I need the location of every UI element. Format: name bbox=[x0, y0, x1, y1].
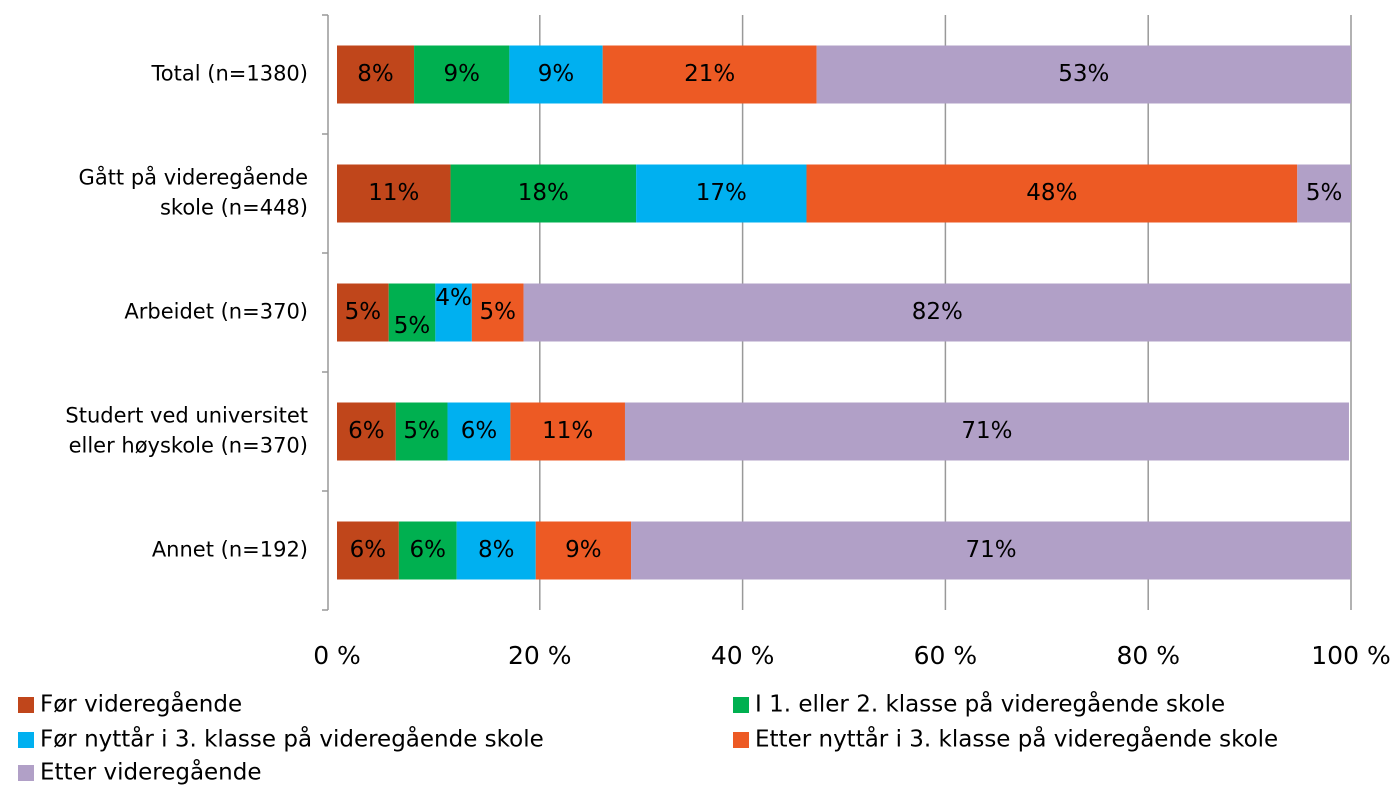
data-label: 21% bbox=[684, 61, 735, 87]
legend-label: Før videregående bbox=[40, 690, 242, 718]
legend-label: I 1. eller 2. klasse på videregående sko… bbox=[755, 690, 1225, 718]
data-label: 11% bbox=[542, 418, 593, 444]
data-label: 5% bbox=[479, 299, 516, 325]
bar-segment bbox=[337, 521, 399, 580]
y-tick-label: Total (n=1380) bbox=[151, 62, 308, 86]
bar-segment bbox=[602, 45, 817, 104]
legend-swatch bbox=[733, 697, 749, 713]
y-tick-label: Studert ved universitet eller høyskole (n… bbox=[65, 404, 308, 458]
legend-label: Etter nyttår i 3. klasse på videregående… bbox=[755, 725, 1278, 753]
bar-segment bbox=[414, 45, 510, 104]
legend-swatch bbox=[18, 732, 34, 748]
legend-swatch bbox=[18, 697, 34, 713]
data-label: 8% bbox=[357, 61, 394, 87]
y-tick-label: Gått på videregående skole (n=448) bbox=[79, 165, 308, 220]
x-tick-label: 100 % bbox=[1311, 641, 1390, 670]
data-label: 6% bbox=[461, 418, 498, 444]
y-tick-label: Arbeidet (n=370) bbox=[124, 300, 308, 324]
x-tick-label: 20 % bbox=[508, 641, 572, 670]
y-tick-label: Annet (n=192) bbox=[152, 538, 308, 562]
legend-label: Før nyttår i 3. klasse på videregående s… bbox=[40, 725, 544, 753]
x-tick-label: 80 % bbox=[1116, 641, 1180, 670]
bar-segment bbox=[337, 45, 415, 104]
bar-segment bbox=[447, 402, 511, 461]
data-label: 6% bbox=[410, 537, 447, 563]
data-label: 8% bbox=[478, 537, 515, 563]
data-label: 17% bbox=[696, 180, 747, 206]
bar-segment bbox=[523, 283, 1351, 342]
legend-swatch bbox=[18, 765, 34, 781]
data-label: 18% bbox=[518, 180, 569, 206]
data-label: 6% bbox=[350, 537, 387, 563]
bar-segment bbox=[398, 521, 457, 580]
bar-segment bbox=[456, 521, 536, 580]
data-label: 5% bbox=[1306, 180, 1343, 206]
data-label: 48% bbox=[1026, 180, 1077, 206]
data-label: 9% bbox=[565, 537, 602, 563]
data-label: 53% bbox=[1058, 61, 1109, 87]
bar-segment bbox=[816, 45, 1351, 104]
data-label: 71% bbox=[961, 418, 1012, 444]
bar-segment bbox=[395, 402, 448, 461]
bar-segment bbox=[624, 402, 1349, 461]
data-label: 6% bbox=[348, 418, 385, 444]
data-label: 4% bbox=[435, 285, 472, 311]
x-tick-label: 40 % bbox=[711, 641, 775, 670]
data-label: 5% bbox=[345, 299, 382, 325]
bar-segment bbox=[450, 164, 637, 223]
bar-segment bbox=[337, 164, 451, 223]
data-label: 71% bbox=[965, 537, 1016, 563]
x-tick-label: 60 % bbox=[914, 641, 978, 670]
bar-segment bbox=[388, 283, 436, 342]
bar-segment bbox=[806, 164, 1298, 223]
data-label: 82% bbox=[912, 299, 963, 325]
bar-segment bbox=[1297, 164, 1351, 223]
data-label: 5% bbox=[403, 418, 440, 444]
bar-segment bbox=[337, 283, 389, 342]
legend-swatch bbox=[733, 732, 749, 748]
data-label: 11% bbox=[368, 180, 419, 206]
bar-segment bbox=[631, 521, 1351, 580]
data-label: 5% bbox=[394, 313, 431, 339]
bar-segment bbox=[535, 521, 632, 580]
bar-segment bbox=[509, 45, 603, 104]
legend-label: Etter videregående bbox=[40, 758, 262, 786]
bar-segment bbox=[510, 402, 625, 461]
bar-segment bbox=[471, 283, 524, 342]
data-label: 9% bbox=[443, 61, 480, 87]
data-label: 9% bbox=[538, 61, 575, 87]
bar-segment bbox=[435, 283, 472, 342]
bar-segment bbox=[636, 164, 807, 223]
bar-segment bbox=[337, 402, 396, 461]
x-tick-label: 0 % bbox=[313, 641, 361, 670]
